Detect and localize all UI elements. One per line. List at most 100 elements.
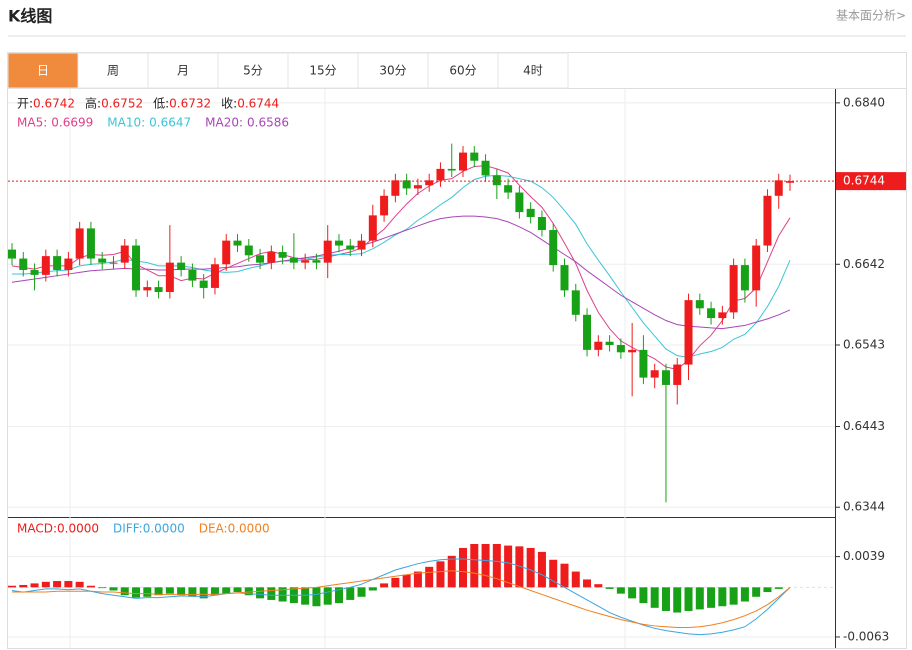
tab-label[interactable]: 5分 bbox=[243, 64, 263, 78]
candle-body bbox=[413, 185, 422, 189]
tab-label[interactable]: 15分 bbox=[309, 64, 336, 78]
macd-bar bbox=[19, 584, 28, 588]
candle-body bbox=[684, 300, 693, 365]
macd-bar bbox=[199, 587, 208, 599]
candle-body bbox=[504, 185, 513, 193]
info-value: 0.6742 bbox=[33, 97, 75, 111]
macd-bar bbox=[165, 587, 174, 594]
candle-body bbox=[177, 262, 186, 270]
info-value: 0.6744 bbox=[237, 97, 279, 111]
candle-body bbox=[752, 245, 761, 291]
candle-body bbox=[199, 280, 208, 288]
candle-body bbox=[98, 258, 107, 263]
macd-bar bbox=[763, 587, 772, 593]
candle-body bbox=[492, 175, 501, 186]
macd-bar bbox=[53, 581, 62, 588]
ma-legend-name: MA10: bbox=[107, 116, 145, 130]
candle-body bbox=[301, 260, 310, 263]
tab-label[interactable]: 30分 bbox=[379, 64, 406, 78]
candle-body bbox=[222, 240, 231, 265]
candle-body bbox=[470, 152, 479, 161]
info-label: 开: bbox=[17, 97, 33, 111]
candle-body bbox=[447, 168, 456, 171]
y-tick-label: 0.6642 bbox=[843, 257, 885, 271]
macd-bar bbox=[413, 571, 422, 588]
candle-body bbox=[729, 265, 738, 313]
last-price-badge bbox=[836, 172, 906, 191]
macd-bar bbox=[605, 587, 614, 589]
ma-legend-name: MA5: bbox=[17, 116, 47, 130]
tab-label[interactable]: 4时 bbox=[523, 64, 543, 78]
macd-bar bbox=[244, 587, 253, 596]
macd-bar bbox=[120, 587, 129, 596]
candle-body bbox=[650, 370, 659, 378]
candle-body bbox=[334, 240, 343, 246]
y-tick-label: 0.6443 bbox=[843, 419, 885, 433]
macd-bar bbox=[571, 571, 580, 588]
macd-bar bbox=[210, 587, 219, 596]
macd-bar bbox=[177, 587, 186, 596]
macd-bar bbox=[481, 544, 490, 588]
y-tick-label: -0.0063 bbox=[843, 629, 889, 643]
macd-bar bbox=[323, 587, 332, 605]
candle-body bbox=[571, 290, 580, 315]
macd-bar bbox=[492, 544, 501, 588]
candle-body bbox=[774, 180, 783, 196]
candle-body bbox=[368, 215, 377, 241]
macd-bar bbox=[143, 587, 152, 597]
candle-body bbox=[233, 240, 242, 246]
macd-bar bbox=[64, 581, 73, 588]
tab-label[interactable]: 60分 bbox=[449, 64, 476, 78]
macd-bar bbox=[774, 587, 783, 589]
macd-bar bbox=[504, 545, 513, 588]
macd-bar bbox=[650, 587, 659, 608]
tab[interactable] bbox=[7, 52, 79, 89]
candle-body bbox=[109, 262, 118, 264]
candle-body bbox=[549, 230, 558, 266]
candle-body bbox=[188, 269, 197, 281]
macd-bar bbox=[391, 577, 400, 588]
ma-line bbox=[12, 174, 791, 358]
fundamental-link[interactable]: 基本面分析> bbox=[836, 9, 906, 23]
macd-bar bbox=[312, 587, 321, 607]
tab[interactable] bbox=[287, 52, 359, 89]
candle-body bbox=[695, 300, 704, 309]
candle-body bbox=[425, 180, 434, 186]
candle-body bbox=[594, 341, 603, 350]
candle-body bbox=[19, 258, 28, 270]
tab-label[interactable]: 日 bbox=[37, 64, 49, 78]
macd-bar bbox=[740, 587, 749, 602]
macd-legend-value: 0.0000 bbox=[143, 522, 185, 536]
info-label: 收: bbox=[221, 97, 237, 111]
candle-body bbox=[526, 208, 535, 217]
tab[interactable] bbox=[497, 52, 569, 89]
candle-body bbox=[628, 349, 637, 353]
macd-bar bbox=[425, 566, 434, 588]
candle-body bbox=[673, 364, 682, 385]
macd-bar bbox=[222, 587, 231, 594]
info-label: 低: bbox=[153, 97, 169, 111]
macd-bar bbox=[583, 579, 592, 588]
macd-legend-value: 0.0000 bbox=[228, 522, 270, 536]
ma-legend-value: 0.6647 bbox=[149, 116, 191, 130]
ma-line bbox=[11, 165, 791, 370]
tab[interactable] bbox=[147, 52, 219, 89]
candle-body bbox=[357, 240, 366, 250]
candle-body bbox=[605, 341, 614, 345]
tab-label[interactable]: 周 bbox=[107, 64, 119, 78]
macd-legend-name: DEA: bbox=[199, 522, 228, 536]
tab-label[interactable]: 月 bbox=[177, 64, 189, 78]
tab[interactable] bbox=[77, 52, 149, 89]
candle-body bbox=[132, 245, 141, 291]
macd-bar bbox=[515, 546, 524, 588]
candle-body bbox=[402, 180, 411, 189]
macd-bar bbox=[188, 587, 197, 597]
candle-body bbox=[481, 160, 490, 176]
macd-bar bbox=[402, 574, 411, 588]
info-label: 高: bbox=[85, 96, 101, 111]
macd-bar bbox=[75, 581, 84, 588]
candle-body bbox=[537, 216, 546, 231]
ma-line bbox=[11, 215, 791, 330]
ma-legend-name: MA20: bbox=[205, 116, 243, 130]
candle-body bbox=[289, 257, 298, 263]
